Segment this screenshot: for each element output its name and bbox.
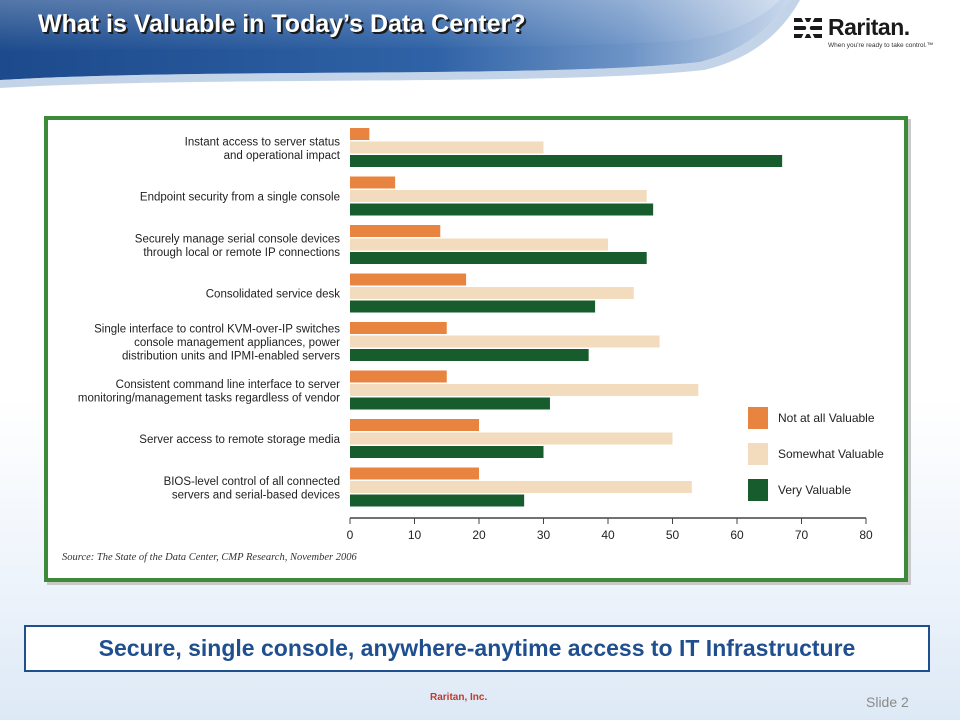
x-tick-label: 10 — [408, 528, 422, 542]
bar-3-not-at-all-valuable — [350, 225, 441, 237]
raritan-logo-icon — [794, 16, 822, 41]
category-label: monitoring/management tasks regardless o… — [78, 392, 340, 404]
category-label: and operational impact — [224, 150, 341, 162]
category-label: Instant access to server status — [185, 136, 341, 148]
legend-swatch — [748, 479, 768, 501]
x-tick-label: 0 — [347, 528, 354, 542]
slide-number: Slide 2 — [866, 694, 909, 710]
bar-4-somewhat-valuable — [350, 287, 634, 299]
category-label: Consolidated service desk — [206, 289, 340, 301]
x-tick-label: 20 — [472, 528, 486, 542]
bar-2-very-valuable — [350, 203, 654, 216]
x-tick-label: 60 — [730, 528, 744, 542]
slide-title: What is Valuable in Today’s Data Center? — [38, 10, 526, 38]
bar-2-not-at-all-valuable — [350, 176, 396, 189]
bar-1-not-at-all-valuable — [350, 128, 370, 140]
bar-7-not-at-all-valuable — [350, 419, 479, 431]
bar-8-not-at-all-valuable — [350, 467, 479, 480]
footer-company: Raritan, Inc. — [430, 692, 488, 703]
legend-swatch — [748, 443, 768, 465]
bar-8-very-valuable — [350, 494, 525, 507]
category-label: through local or remote IP connections — [143, 247, 340, 259]
bar-1-very-valuable — [350, 155, 783, 167]
category-label: Server access to remote storage media — [139, 434, 340, 446]
category-label: console management appliances, power — [134, 337, 340, 349]
category-label: Single interface to control KVM-over-IP … — [94, 324, 340, 336]
bar-2-somewhat-valuable — [350, 190, 647, 202]
slide-tagline: Secure, single console, anywhere-anytime… — [98, 635, 856, 661]
bar-1-somewhat-valuable — [350, 141, 544, 154]
bar-8-somewhat-valuable — [350, 481, 692, 493]
legend-swatch — [748, 407, 768, 429]
x-tick-label: 50 — [666, 528, 680, 542]
bar-3-somewhat-valuable — [350, 238, 608, 251]
bar-5-somewhat-valuable — [350, 335, 660, 348]
chart-source-note: Source: The State of the Data Center, CM… — [62, 552, 357, 563]
x-tick-label: 70 — [795, 528, 809, 542]
bar-7-very-valuable — [350, 446, 544, 458]
category-label: servers and serial-based devices — [172, 489, 340, 501]
header-swoosh — [0, 0, 800, 88]
bar-6-somewhat-valuable — [350, 384, 699, 396]
company-logo: Raritan. When you're ready to take contr… — [792, 12, 952, 54]
category-label: Endpoint security from a single console — [140, 192, 340, 204]
bar-4-not-at-all-valuable — [350, 273, 467, 286]
category-label: Securely manage serial console devices — [135, 233, 340, 245]
bar-5-very-valuable — [350, 349, 589, 361]
bar-5-not-at-all-valuable — [350, 322, 447, 334]
bar-6-very-valuable — [350, 397, 550, 410]
x-tick-label: 40 — [601, 528, 615, 542]
bar-4-very-valuable — [350, 300, 596, 313]
slide-header: What is Valuable in Today’s Data Center?… — [0, 0, 960, 90]
category-label: BIOS-level control of all connected — [164, 476, 340, 488]
bar-3-very-valuable — [350, 252, 647, 264]
category-label: distribution units and IPMI-enabled serv… — [122, 351, 340, 363]
category-label: Consistent command line interface to ser… — [116, 379, 341, 391]
legend-label: Somewhat Valuable — [778, 447, 884, 461]
chart-frame: Instant access to server status and opera… — [44, 116, 908, 582]
legend-label: Very Valuable — [778, 483, 851, 497]
x-tick-label: 30 — [537, 528, 551, 542]
bar-6-not-at-all-valuable — [350, 370, 447, 383]
bar-7-somewhat-valuable — [350, 432, 673, 445]
legend-label: Not at all Valuable — [778, 411, 875, 425]
logo-wordmark: Raritan. — [828, 14, 910, 40]
bar-chart: Instant access to server status and opera… — [62, 128, 884, 563]
logo-tagline: When you're ready to take control.™ — [828, 42, 934, 49]
x-tick-label: 80 — [859, 528, 873, 542]
tagline-box: Secure, single console, anywhere-anytime… — [24, 625, 930, 672]
